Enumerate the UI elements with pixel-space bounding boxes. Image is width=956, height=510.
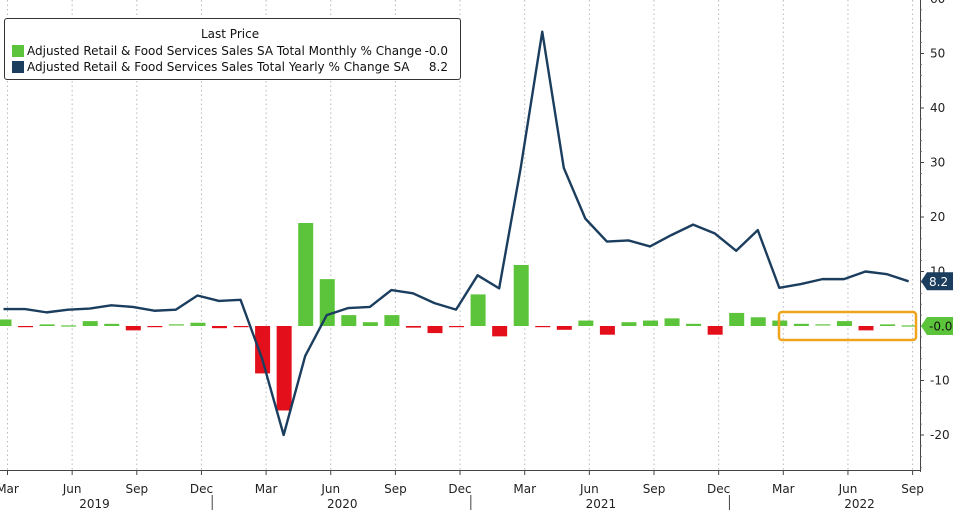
x-tick-label: Sep	[125, 482, 148, 496]
x-tick-label: Jun	[62, 482, 82, 496]
monthly-change-bar	[793, 323, 809, 326]
x-tick-label: Mar	[513, 482, 536, 496]
monthly-change-bar	[686, 323, 702, 326]
highlight-box	[777, 310, 918, 342]
y-tick-label: 20	[930, 210, 945, 224]
monthly-change-bar	[643, 320, 658, 326]
y-tick-label: 60	[930, 0, 945, 6]
monthly-change-bar	[39, 324, 55, 326]
year-label: 2021	[586, 497, 617, 510]
x-tick-label: Jun	[320, 482, 340, 496]
x-tick-label: Jun	[579, 482, 599, 496]
y-tick-label: 30	[930, 156, 945, 170]
x-tick-label: Mar	[0, 482, 19, 496]
y-tick-label: -20	[930, 428, 950, 442]
legend-title: Last Price	[201, 27, 260, 41]
monthly-change-bar	[492, 326, 508, 337]
monthly-change-bar	[513, 264, 529, 326]
monthly-change-bar	[212, 326, 227, 329]
monthly-change-bar	[836, 321, 852, 326]
y-tick-label: -10	[930, 374, 950, 388]
monthly-change-bar	[427, 326, 443, 334]
year-label: 2022	[844, 497, 875, 510]
monthly-change-bar	[707, 326, 723, 335]
x-axis-band	[0, 471, 921, 510]
end-value-labels: 8.2 -0.0	[921, 272, 953, 335]
monthly-change-bar	[384, 315, 400, 326]
monthly-change-bar	[18, 326, 34, 328]
x-tick-label: Mar	[772, 482, 795, 496]
monthly-change-bar	[125, 326, 141, 331]
monthly-change-bar	[190, 322, 206, 326]
monthly-change-bar	[104, 323, 120, 326]
x-tick-label: Mar	[255, 482, 278, 496]
monthly-change-bar	[880, 324, 896, 326]
legend-box: Last Price Adjusted Retail & Food Servic…	[4, 18, 461, 80]
monthly-change-bar	[750, 317, 766, 326]
end-label-monthly-text: -0.0	[929, 320, 952, 334]
monthly-change-bar	[82, 321, 98, 326]
legend-entry-yearly: Adjusted Retail & Food Services Sales To…	[12, 60, 452, 74]
monthly-change-bar	[405, 326, 421, 328]
monthly-change-bar	[61, 325, 77, 327]
monthly-change-bar	[815, 324, 831, 326]
vertical-gridlines	[7, 0, 914, 470]
y-tick-label: 50	[930, 47, 945, 61]
monthly-change-bar	[255, 326, 271, 374]
x-tick-label: Sep	[901, 482, 924, 496]
legend-value-yearly: 8.2	[428, 60, 448, 74]
monthly-change-bar	[319, 279, 335, 326]
legend-label-yearly: Adjusted Retail & Food Services Sales To…	[27, 60, 410, 74]
x-tick-label: Dec	[707, 482, 730, 496]
year-label: 2019	[79, 497, 110, 510]
legend-swatch-yearly	[12, 61, 24, 73]
monthly-change-bar	[276, 326, 292, 411]
bar-series	[0, 222, 939, 411]
y-axis-ticks: 605040302010-10-20	[920, 0, 950, 469]
legend-swatch-monthly	[12, 45, 24, 57]
x-tick-label: Jun	[838, 482, 858, 496]
monthly-change-bar	[298, 222, 314, 326]
end-label-monthly-tag	[921, 317, 953, 335]
monthly-change-bar	[449, 326, 465, 328]
monthly-change-bar	[729, 312, 745, 326]
monthly-change-bar	[858, 326, 874, 331]
monthly-change-bar	[578, 320, 594, 326]
monthly-change-bar	[621, 322, 637, 326]
monthly-change-bar	[901, 325, 917, 327]
monthly-change-bar	[341, 315, 357, 326]
monthly-change-bar	[599, 326, 615, 335]
monthly-change-bar	[535, 326, 551, 328]
monthly-change-bar	[556, 326, 572, 330]
monthly-change-bar	[470, 294, 486, 326]
legend-value-monthly: -0.0	[424, 44, 448, 58]
y-tick-label: 40	[930, 101, 945, 115]
monthly-change-bar	[664, 318, 680, 326]
x-tick-label: Sep	[643, 482, 666, 496]
monthly-change-bar	[147, 326, 163, 328]
legend-entry-monthly: Adjusted Retail & Food Services Sales SA…	[12, 44, 452, 58]
year-label: 2020	[327, 497, 358, 510]
end-label-yearly-text: 8.2	[929, 275, 948, 289]
monthly-change-bar	[168, 324, 184, 326]
x-axis-ticks: Mar Jun Sep Dec Mar Jun Sep Dec Mar Jun Sep Dec Mar J…	[0, 470, 924, 510]
monthly-change-bar	[233, 326, 249, 328]
x-tick-label: Dec	[448, 482, 471, 496]
end-label-yearly-tag	[921, 272, 953, 291]
monthly-change-bar	[362, 322, 378, 326]
legend-label-monthly: Adjusted Retail & Food Services Sales SA…	[27, 44, 422, 58]
x-tick-label: Dec	[190, 482, 213, 496]
yearly-change-line	[3, 30, 909, 437]
x-tick-label: Sep	[384, 482, 407, 496]
monthly-change-bar	[0, 319, 12, 326]
